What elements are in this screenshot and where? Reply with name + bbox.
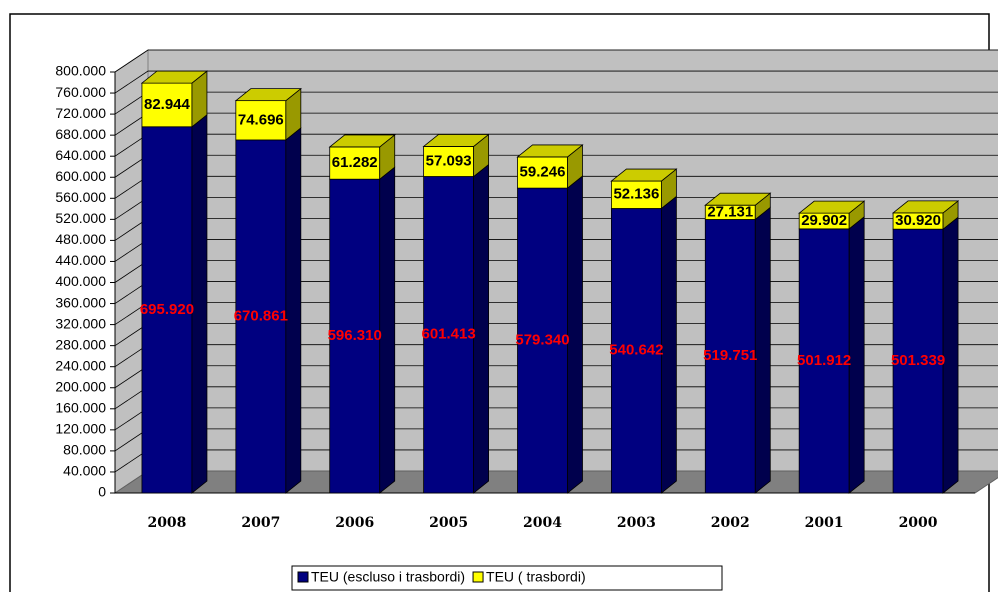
y-tick-label: 320.000 xyxy=(55,315,106,331)
x-tick-label: 2006 xyxy=(335,515,374,531)
x-tick-label: 2007 xyxy=(241,515,280,531)
grid-line xyxy=(114,49,998,73)
bar-segment xyxy=(423,176,475,494)
data-label: 540.642 xyxy=(609,342,663,359)
y-tick-label: 720.000 xyxy=(55,105,106,121)
legend-swatch xyxy=(472,571,484,583)
bar-side xyxy=(942,216,959,494)
data-label: 59.246 xyxy=(520,164,566,181)
data-label: 579.340 xyxy=(515,332,569,349)
y-tick-label: 760.000 xyxy=(55,84,106,100)
y-tick-label: 120.000 xyxy=(55,421,106,437)
bar-segment xyxy=(141,126,193,494)
data-label: 27.131 xyxy=(707,203,753,220)
y-tick-label: 160.000 xyxy=(55,400,106,416)
bar-side xyxy=(379,166,396,494)
y-tick-label: 0 xyxy=(98,484,106,500)
data-label: 52.136 xyxy=(613,186,659,203)
bar-side xyxy=(567,175,583,494)
data-label: 74.696 xyxy=(238,111,284,128)
y-tick-label: 800.000 xyxy=(55,63,106,79)
x-tick-label: 2004 xyxy=(523,515,562,531)
data-label: 601.413 xyxy=(421,326,475,343)
bar-top xyxy=(234,88,302,102)
y-tick-label: 520.000 xyxy=(55,210,106,226)
bar-side xyxy=(191,113,208,494)
legend-box xyxy=(291,565,723,591)
y-tick-label: 360.000 xyxy=(55,294,106,310)
bar-segment xyxy=(235,100,287,141)
data-label: 519.751 xyxy=(703,347,757,364)
data-label: 501.339 xyxy=(891,352,945,369)
bar-top xyxy=(891,200,960,214)
bar-side xyxy=(848,216,865,494)
bar-segment xyxy=(610,208,662,494)
bar-top xyxy=(328,134,396,148)
x-tick-label: 2003 xyxy=(617,515,656,531)
bar-segment xyxy=(329,178,381,494)
data-label: 30.920 xyxy=(895,212,941,229)
y-tick-label: 560.000 xyxy=(55,189,106,205)
y-tick-label: 240.000 xyxy=(55,357,106,373)
bar-top xyxy=(704,192,772,206)
bar-top xyxy=(516,144,584,158)
y-tick-label: 280.000 xyxy=(55,336,106,352)
y-tick-label: 400.000 xyxy=(55,273,106,289)
x-tick-label: 2001 xyxy=(805,515,844,531)
bar-segment xyxy=(892,228,944,494)
data-label: 695.920 xyxy=(140,301,194,318)
y-tick-label: 640.000 xyxy=(55,147,106,163)
bar-top xyxy=(422,134,490,147)
data-label: 29.902 xyxy=(801,212,847,229)
data-label: 57.093 xyxy=(426,152,472,169)
x-tick-label: 2002 xyxy=(711,515,750,531)
x-tick-label: 2005 xyxy=(429,515,468,531)
data-label: 670.861 xyxy=(234,307,288,324)
bar-segment xyxy=(517,156,568,189)
x-tick-label: 2000 xyxy=(899,515,938,531)
y-tick-label: 480.000 xyxy=(55,231,106,247)
bar-side xyxy=(285,127,302,494)
x-tick-label: 2008 xyxy=(147,515,186,531)
bar-top xyxy=(140,70,209,84)
bar-side xyxy=(660,195,677,494)
legend-swatch xyxy=(297,571,309,583)
legend-label: TEU ( trasbordi) xyxy=(486,569,586,585)
legend-label: TEU (escluso i trasbordi) xyxy=(311,569,465,585)
y-tick-label: 680.000 xyxy=(55,126,106,142)
bar-segment xyxy=(141,82,193,128)
y-tick-label: 600.000 xyxy=(55,168,106,184)
bar-segment xyxy=(517,187,568,494)
bar-side xyxy=(473,163,490,494)
bar-segment xyxy=(235,139,287,494)
bar-side xyxy=(754,206,771,494)
y-tick-label: 200.000 xyxy=(55,378,106,394)
data-label: 61.282 xyxy=(332,154,378,171)
bar-segment xyxy=(798,228,850,494)
data-label: 596.310 xyxy=(328,327,382,344)
bar-top xyxy=(798,200,866,214)
bar-top xyxy=(610,168,678,182)
grid-line xyxy=(114,70,998,94)
y-tick-label: 40.000 xyxy=(63,463,106,479)
y-tick-label: 80.000 xyxy=(63,442,106,458)
y-tick-label: 440.000 xyxy=(55,252,106,268)
bar-segment xyxy=(329,146,381,180)
data-label: 82.944 xyxy=(144,96,191,113)
data-label: 501.912 xyxy=(797,352,851,369)
